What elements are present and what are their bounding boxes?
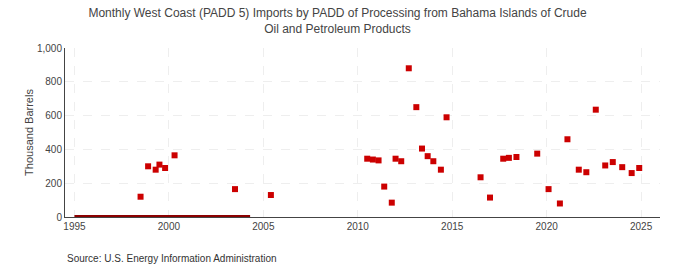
svg-text:2020: 2020 bbox=[536, 221, 559, 232]
svg-text:Thousand Barrels: Thousand Barrels bbox=[23, 89, 35, 176]
svg-text:2000: 2000 bbox=[158, 221, 181, 232]
svg-text:400: 400 bbox=[45, 144, 62, 155]
svg-text:1,000: 1,000 bbox=[37, 43, 62, 54]
svg-text:Source: U.S. Energy Informatio: Source: U.S. Energy Information Administ… bbox=[67, 253, 277, 264]
svg-text:600: 600 bbox=[45, 110, 62, 121]
svg-text:2025: 2025 bbox=[630, 221, 653, 232]
svg-text:Monthly West Coast (PADD 5) Im: Monthly West Coast (PADD 5) Imports by P… bbox=[88, 6, 587, 36]
svg-text:800: 800 bbox=[45, 76, 62, 87]
svg-text:2005: 2005 bbox=[252, 221, 275, 232]
svg-text:2010: 2010 bbox=[347, 221, 370, 232]
svg-text:0: 0 bbox=[56, 212, 62, 223]
svg-text:200: 200 bbox=[45, 178, 62, 189]
svg-text:1995: 1995 bbox=[63, 221, 86, 232]
svg-text:2015: 2015 bbox=[441, 221, 464, 232]
